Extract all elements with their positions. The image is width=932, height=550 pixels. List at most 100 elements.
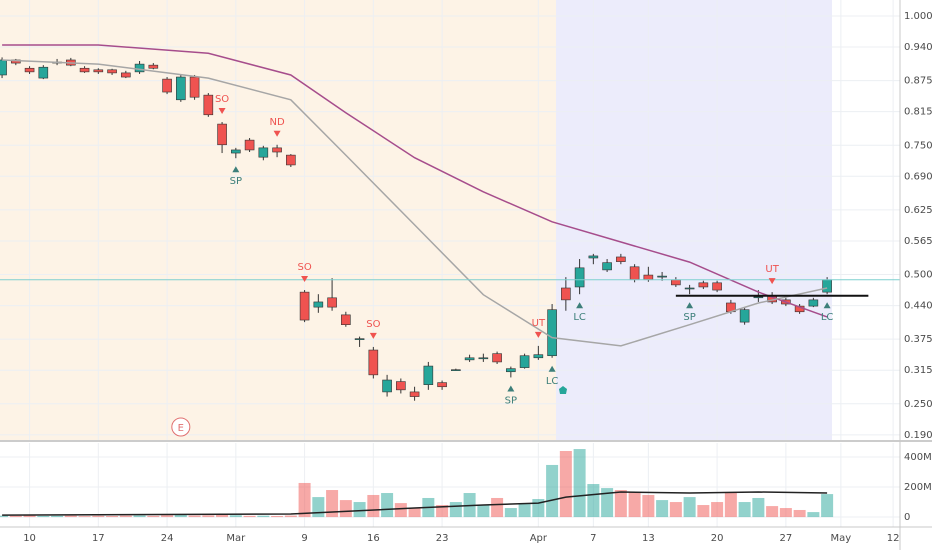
- candle-body: [93, 69, 104, 73]
- y-tick-label: 0.875: [904, 76, 932, 87]
- y-tick-label: 0.250: [904, 399, 932, 410]
- candle-body: [203, 94, 214, 116]
- volume-bar: [752, 497, 765, 518]
- volume-bar: [491, 497, 504, 518]
- candle-body: [451, 369, 461, 371]
- volume-bar: [711, 502, 724, 518]
- candle-body: [24, 67, 35, 73]
- signal-label: SP: [230, 176, 242, 187]
- signal-label: LC: [573, 312, 586, 323]
- candle-body: [506, 368, 516, 373]
- y-tick-label: 0.315: [904, 365, 932, 376]
- volume-bar: [394, 503, 407, 518]
- y-tick-label: 0.190: [904, 430, 932, 441]
- candle-body: [272, 147, 282, 153]
- volume-bar: [656, 500, 669, 518]
- candle-body: [519, 355, 530, 368]
- candle-body: [148, 64, 159, 69]
- candle-body: [189, 76, 200, 98]
- candle-body: [602, 262, 612, 271]
- volume-bar: [504, 508, 517, 518]
- volume-bar: [257, 515, 270, 518]
- candle-body: [0, 59, 7, 76]
- plot-layer: SO ND SP SO SO SP UT LC LC SP UT LC E: [0, 0, 900, 527]
- candle-body: [244, 139, 255, 151]
- volume-bar: [271, 515, 284, 518]
- volume-bar: [449, 502, 462, 518]
- volume-bar: [133, 515, 146, 518]
- candle-body: [533, 354, 544, 359]
- candle-body: [671, 279, 681, 286]
- candle-body: [712, 282, 722, 291]
- volume-bar: [174, 514, 187, 518]
- candle-body: [354, 338, 365, 340]
- signal-label: LC: [546, 376, 559, 387]
- volume-bar: [793, 509, 806, 518]
- volume-bar: [188, 515, 201, 518]
- candle-body: [588, 255, 599, 259]
- candle-body: [753, 296, 764, 299]
- volume-bar: [298, 482, 311, 518]
- signal-triangle: [369, 332, 377, 339]
- y-tick-label: 0.565: [904, 236, 932, 247]
- volume-bar: [628, 491, 641, 518]
- y-tick-label: 1.000: [904, 11, 932, 22]
- candle-body: [574, 267, 585, 288]
- x-tick-label: 23: [436, 533, 449, 544]
- volume-bar: [587, 484, 600, 518]
- x-tick-label: Mar: [226, 533, 246, 544]
- moving-average: [2, 491, 828, 516]
- y-tick-label: 200M: [904, 482, 932, 493]
- signal-label: SO: [366, 319, 380, 330]
- session-background: [556, 0, 832, 440]
- volume-bar: [229, 515, 242, 518]
- y-tick-label: 0.625: [904, 205, 932, 216]
- volume-bar: [106, 515, 119, 518]
- candle-body: [217, 123, 227, 146]
- candle-body: [684, 287, 695, 290]
- candle-body: [258, 147, 269, 158]
- candle-body: [492, 353, 502, 363]
- volume-bar: [202, 515, 215, 518]
- candle-body: [643, 274, 654, 281]
- volume-bar: [573, 449, 586, 518]
- volume-bar: [161, 515, 174, 518]
- volume-bar: [381, 493, 394, 518]
- y-tick-label: 0.375: [904, 334, 932, 345]
- y-tick-label: 400M: [904, 452, 932, 463]
- volume-bar: [312, 497, 325, 518]
- volume-bar: [779, 508, 792, 518]
- signal-triangle: [823, 302, 831, 309]
- volume-bar: [697, 505, 710, 518]
- x-tick-label: May: [831, 533, 852, 544]
- x-tick-label: 12: [887, 533, 900, 544]
- volume-bar: [724, 491, 737, 518]
- x-tick-label: 16: [367, 533, 380, 544]
- signal-label: SP: [683, 312, 695, 323]
- signal-triangle: [301, 276, 309, 283]
- y-tick-label: 0.500: [904, 270, 932, 281]
- x-tick-label: 9: [301, 533, 307, 544]
- signal-triangle: [548, 365, 556, 372]
- candle-body: [79, 67, 90, 73]
- candle-body: [698, 282, 709, 288]
- candle-body: [299, 291, 310, 321]
- volume-bar: [367, 494, 380, 518]
- event-marker: [171, 417, 191, 437]
- candle-body: [368, 349, 379, 376]
- volume-bar: [243, 515, 256, 518]
- x-tick-label: 10: [23, 533, 36, 544]
- volume-bar: [518, 503, 531, 518]
- volume-bar: [284, 515, 297, 518]
- volume-bar: [807, 512, 820, 518]
- volume-bar: [92, 515, 105, 518]
- candle-body: [547, 309, 557, 357]
- candle-body: [739, 309, 750, 323]
- volume-bar: [9, 515, 22, 518]
- volume-bar: [436, 505, 449, 518]
- signal-label: ND: [269, 117, 284, 128]
- candle-body: [231, 149, 241, 154]
- candle-body: [808, 299, 819, 307]
- candle-body: [561, 287, 571, 301]
